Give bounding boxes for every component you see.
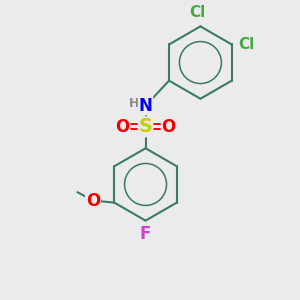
Text: S: S: [139, 117, 153, 136]
Text: O: O: [115, 118, 130, 136]
Text: H: H: [129, 97, 140, 110]
Text: N: N: [139, 97, 152, 115]
Text: Cl: Cl: [238, 37, 254, 52]
Text: O: O: [86, 192, 100, 210]
Text: Cl: Cl: [189, 5, 206, 20]
Text: F: F: [140, 225, 151, 243]
Text: O: O: [162, 118, 176, 136]
